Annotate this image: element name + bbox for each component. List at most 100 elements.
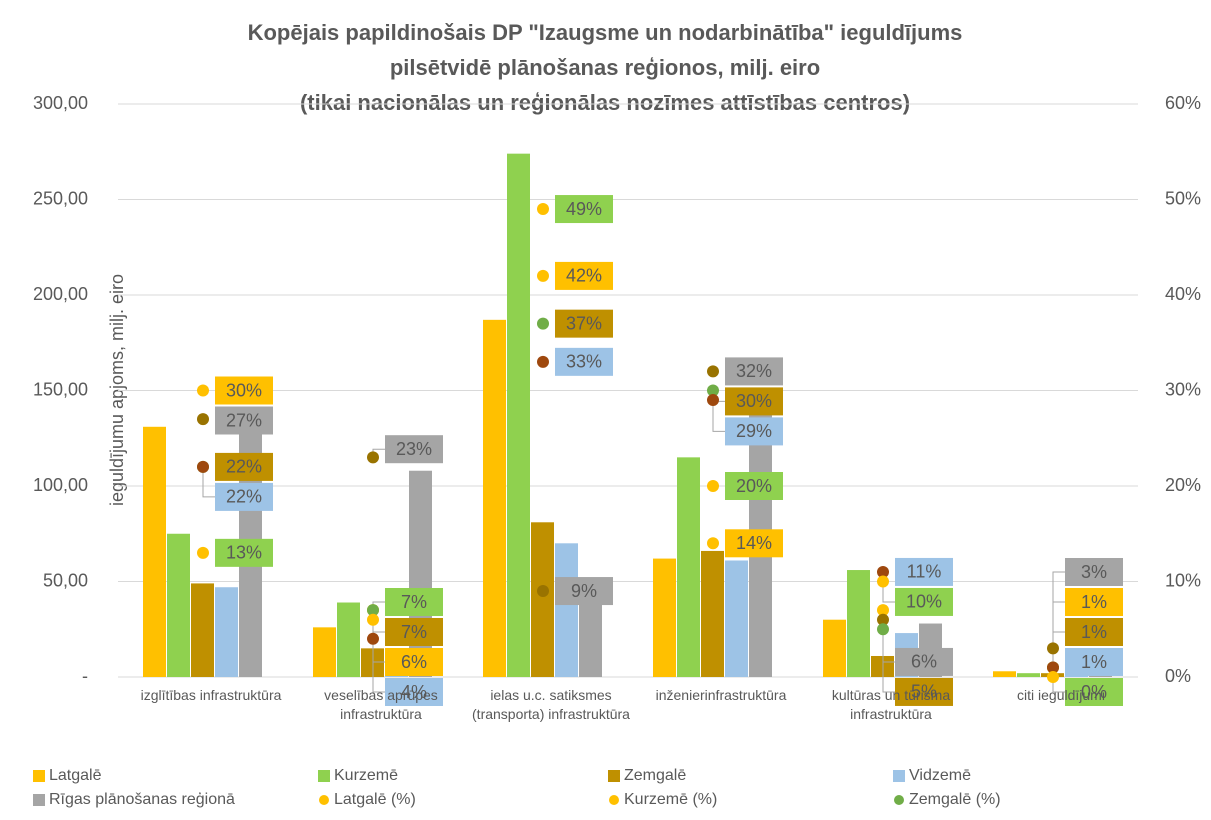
data-label: 0% xyxy=(1081,682,1107,702)
data-label-box xyxy=(215,376,273,405)
legend-label: Zemgalē (%) xyxy=(909,791,1001,808)
x-tick-label: kultūras un tūrisma infrastruktūra xyxy=(831,687,951,722)
data-label: 22% xyxy=(226,457,262,477)
y2-tick-label: 30% xyxy=(1165,379,1201,399)
data-label-box xyxy=(1065,588,1123,616)
x-tick-label: ielas u.c. satiksmes (transporta) infras… xyxy=(472,687,630,722)
y-tick-label: 200,00 xyxy=(33,284,88,304)
leader-line xyxy=(372,638,385,693)
legend-swatch xyxy=(894,795,904,805)
x-tick-label: citi ieguldījumi xyxy=(1017,687,1105,703)
y2-tick-label: 0% xyxy=(1165,666,1191,686)
data-label: 9% xyxy=(571,581,597,601)
dot xyxy=(537,203,549,216)
bar xyxy=(191,583,214,677)
legend-label: Rīgas plānošanas reģionā xyxy=(49,790,235,808)
bar xyxy=(337,602,360,677)
bar xyxy=(409,470,432,677)
dot xyxy=(707,394,719,407)
data-label: 30% xyxy=(226,380,262,400)
data-label-box xyxy=(555,309,613,338)
dot xyxy=(367,451,379,464)
data-label-box xyxy=(555,261,613,290)
data-label-box xyxy=(725,387,783,416)
data-label: 33% xyxy=(566,352,602,372)
y2-tick-label: 10% xyxy=(1165,570,1201,590)
data-label-box xyxy=(725,417,783,446)
chart-title: Kopējais papildinošais DP "Izaugsme un n… xyxy=(248,20,963,45)
data-label: 1% xyxy=(1081,622,1107,642)
dot xyxy=(707,365,719,378)
y-axis-label: ieguldījumu apjoms, milj. eiro xyxy=(107,274,127,506)
bar xyxy=(313,627,336,677)
y2-tick-label: 50% xyxy=(1165,188,1201,208)
bar xyxy=(677,457,700,677)
data-label: 30% xyxy=(736,391,772,411)
chart-title: (tikai nacionālas un reģionālas nozīmes … xyxy=(300,90,910,115)
data-label-box xyxy=(385,648,443,676)
data-label-box xyxy=(215,538,273,567)
legend-label: Kurzemē (%) xyxy=(624,791,717,808)
data-label-box xyxy=(1065,558,1123,586)
legend-swatch xyxy=(893,770,905,782)
data-label: 6% xyxy=(401,652,427,672)
dot xyxy=(537,317,549,330)
legend-swatch xyxy=(609,795,619,805)
data-label-box xyxy=(555,577,613,606)
legend-swatch xyxy=(608,770,620,782)
y-tick-label: 300,00 xyxy=(33,93,88,113)
dot xyxy=(707,537,719,550)
bar xyxy=(725,560,748,677)
legend-swatch xyxy=(319,795,329,805)
bar xyxy=(701,550,724,677)
legend-label: Latgalē (%) xyxy=(334,791,416,808)
data-label-box xyxy=(725,357,783,386)
dot xyxy=(877,604,889,617)
leader-line xyxy=(712,400,725,432)
bar xyxy=(143,426,166,677)
data-label: 4% xyxy=(401,682,427,702)
leader-line xyxy=(1052,571,1065,649)
y-tick-label: 100,00 xyxy=(33,475,88,495)
bar xyxy=(483,319,506,677)
data-label-box xyxy=(215,406,273,435)
data-label-box xyxy=(1065,648,1123,676)
bar xyxy=(1017,673,1040,677)
data-label: 1% xyxy=(1081,652,1107,672)
dot xyxy=(537,269,549,282)
data-label: 5% xyxy=(911,682,937,702)
bar xyxy=(579,596,602,677)
y-tick-label: 250,00 xyxy=(33,188,88,208)
data-label: 49% xyxy=(566,199,602,219)
data-label-box xyxy=(555,347,613,376)
dot xyxy=(877,565,889,578)
data-label-box xyxy=(385,618,443,646)
data-label: 42% xyxy=(566,266,602,286)
data-label-box xyxy=(895,647,953,676)
legend-label: Latgalē xyxy=(49,767,102,784)
dot xyxy=(877,623,889,636)
bar xyxy=(531,522,554,677)
bar xyxy=(507,153,530,677)
y-tick-label: - xyxy=(82,666,88,686)
leader-line xyxy=(1052,631,1065,668)
dot xyxy=(537,355,549,368)
dot xyxy=(197,384,209,397)
y2-tick-label: 40% xyxy=(1165,284,1201,304)
leader-line xyxy=(882,629,895,693)
data-label-box xyxy=(895,587,953,616)
data-label-box xyxy=(725,529,783,558)
data-label-box xyxy=(385,678,443,706)
dot xyxy=(537,585,549,598)
y-tick-label: 150,00 xyxy=(33,379,88,399)
data-label-box xyxy=(215,482,273,511)
data-label: 14% xyxy=(736,533,772,553)
data-label: 11% xyxy=(907,562,942,582)
data-label-box xyxy=(555,195,613,224)
data-label: 37% xyxy=(566,313,602,333)
data-label: 7% xyxy=(401,622,427,642)
data-label: 22% xyxy=(226,487,262,507)
dot xyxy=(1047,642,1059,655)
bar xyxy=(823,619,846,677)
